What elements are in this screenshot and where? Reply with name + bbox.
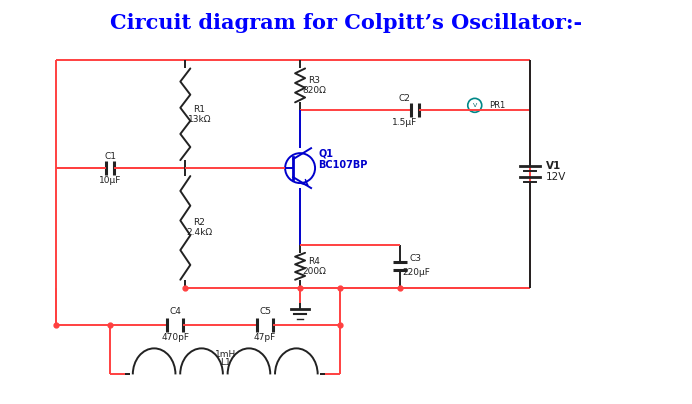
Text: V1: V1 (545, 161, 561, 171)
Text: 220μF: 220μF (402, 268, 430, 277)
Text: R3: R3 (308, 76, 320, 85)
Text: C5: C5 (260, 307, 271, 316)
Text: BC107BP: BC107BP (318, 160, 367, 170)
Text: R4: R4 (308, 257, 320, 266)
Text: 47pF: 47pF (254, 333, 276, 342)
Text: 1.5μF: 1.5μF (392, 118, 417, 127)
Text: C4: C4 (170, 307, 181, 316)
Text: V: V (473, 103, 477, 108)
Text: Q1: Q1 (318, 148, 333, 158)
Text: 12V: 12V (545, 172, 566, 182)
Text: Circuit diagram for Colpitt’s Oscillator:-: Circuit diagram for Colpitt’s Oscillator… (110, 13, 582, 33)
Text: PR1: PR1 (489, 101, 505, 110)
Text: C2: C2 (399, 94, 411, 103)
Text: 470pF: 470pF (161, 333, 190, 342)
Text: R1: R1 (193, 105, 206, 114)
Text: 200Ω: 200Ω (302, 267, 326, 276)
Text: 13kΩ: 13kΩ (188, 115, 211, 124)
Text: 10μF: 10μF (99, 176, 122, 185)
Text: 820Ω: 820Ω (302, 86, 326, 95)
Text: C3: C3 (410, 254, 422, 263)
Text: 2.4kΩ: 2.4kΩ (186, 228, 212, 238)
Text: 1mH: 1mH (215, 350, 236, 359)
Text: C1: C1 (104, 152, 116, 161)
Text: L1: L1 (220, 358, 230, 367)
Text: R2: R2 (193, 219, 206, 227)
